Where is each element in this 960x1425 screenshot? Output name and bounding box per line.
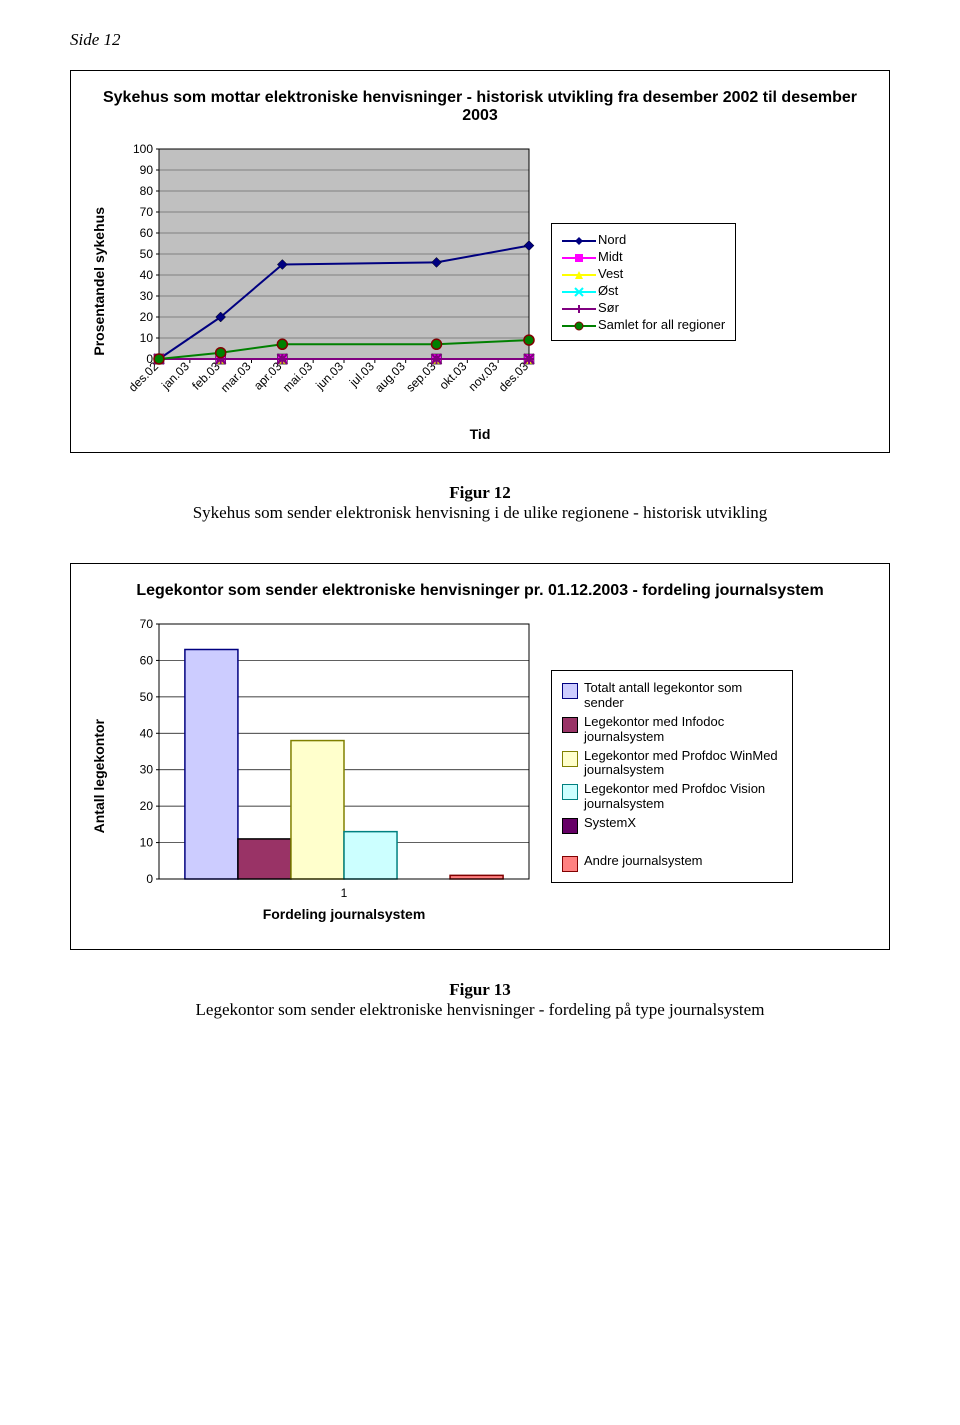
- page: Side 12 Sykehus som mottar elektroniske …: [0, 0, 960, 1100]
- legend-label: Legekontor med Infodoc journalsystem: [584, 715, 782, 745]
- figure-12-label: Figur 12: [449, 483, 511, 502]
- svg-text:1: 1: [341, 886, 348, 900]
- line-chart-xlabel: Tid: [91, 426, 869, 442]
- legend-label: Vest: [598, 266, 623, 281]
- legend-swatch-icon: [562, 751, 578, 767]
- figure-12-text: Sykehus som sender elektronisk henvisnin…: [193, 503, 768, 522]
- svg-text:80: 80: [140, 184, 154, 198]
- figure-13-text: Legekontor som sender elektroniske henvi…: [196, 1000, 765, 1019]
- svg-text:50: 50: [140, 247, 154, 261]
- bar-chart-plot: 0 10 20 30 40 50 60 70 1 Fordeling journalsystem: [119, 614, 539, 939]
- line-chart-legend: Nord Midt Vest Øst Sør Samlet for all regione…: [551, 223, 736, 341]
- svg-text:sep.03: sep.03: [403, 359, 439, 395]
- svg-text:10: 10: [140, 331, 154, 345]
- svg-text:20: 20: [140, 799, 154, 813]
- svg-text:mar.03: mar.03: [218, 359, 254, 395]
- svg-text:nov.03: nov.03: [466, 359, 501, 394]
- svg-text:10: 10: [140, 836, 154, 850]
- legend-item: Samlet for all regioner: [562, 317, 725, 332]
- legend-swatch-icon: [562, 234, 592, 244]
- legend-item: Legekontor med Profdoc WinMed journalsys…: [562, 749, 782, 779]
- legend-swatch-icon: [562, 319, 592, 329]
- legend-label: Totalt antall legekontor som sender: [584, 681, 782, 711]
- legend-swatch-icon: [562, 818, 578, 834]
- legend-swatch-icon: [562, 285, 592, 295]
- line-chart-title: Sykehus som mottar elektroniske henvisni…: [91, 89, 869, 125]
- svg-text:jun.03: jun.03: [312, 359, 346, 393]
- svg-text:70: 70: [140, 617, 154, 631]
- svg-text:Fordeling journalsystem: Fordeling journalsystem: [263, 906, 426, 922]
- svg-text:aug.03: aug.03: [372, 359, 408, 395]
- svg-text:50: 50: [140, 690, 154, 704]
- svg-text:20: 20: [140, 310, 154, 324]
- legend-label: Sør: [598, 300, 619, 315]
- svg-text:mai.03: mai.03: [280, 359, 316, 395]
- legend-item: Andre journalsystem: [562, 854, 782, 872]
- svg-text:des.02: des.02: [126, 359, 162, 395]
- legend-swatch-icon: [562, 268, 592, 278]
- svg-text:30: 30: [140, 763, 154, 777]
- legend-label: Samlet for all regioner: [598, 317, 725, 332]
- legend-swatch-icon: [562, 856, 578, 872]
- line-chart-svg: 0102030405060708090100des.02jan.03feb.03…: [119, 139, 539, 419]
- svg-text:30: 30: [140, 289, 154, 303]
- legend-label: Legekontor med Profdoc Vision journalsys…: [584, 782, 782, 812]
- line-chart-plot: 0102030405060708090100des.02jan.03feb.03…: [119, 139, 539, 424]
- svg-text:60: 60: [140, 653, 154, 667]
- figure-12-caption: Figur 12 Sykehus som sender elektronisk …: [70, 483, 890, 523]
- legend-swatch-icon: [562, 683, 578, 699]
- svg-text:60: 60: [140, 226, 154, 240]
- line-chart-row: Prosentandel sykehus 0102030405060708090…: [91, 139, 869, 424]
- line-chart-ylabel: Prosentandel sykehus: [91, 207, 107, 356]
- legend-swatch-icon: [562, 784, 578, 800]
- figure-13-caption: Figur 13 Legekontor som sender elektroni…: [70, 980, 890, 1020]
- bar-chart-legend: Totalt antall legekontor som sender Legek…: [551, 670, 793, 884]
- legend-item: Sør: [562, 300, 725, 315]
- svg-text:0: 0: [146, 872, 153, 886]
- legend-item: Totalt antall legekontor som sender: [562, 681, 782, 711]
- svg-text:90: 90: [140, 163, 154, 177]
- svg-text:des.03: des.03: [496, 359, 532, 395]
- bar-chart-box: Legekontor som sender elektroniske henvi…: [70, 563, 890, 950]
- bar-chart-title: Legekontor som sender elektroniske henvi…: [91, 582, 869, 600]
- legend-label: Øst: [598, 283, 618, 298]
- legend-item: SystemX: [562, 816, 782, 834]
- legend-item: Legekontor med Profdoc Vision journalsys…: [562, 782, 782, 812]
- legend-swatch-icon: [562, 717, 578, 733]
- svg-text:100: 100: [133, 142, 153, 156]
- legend-item: Legekontor med Infodoc journalsystem: [562, 715, 782, 745]
- legend-item: Vest: [562, 266, 725, 281]
- bar-chart-row: Antall legekontor 0 10 20 30 40 50 60 70 1 Fordel…: [91, 614, 869, 939]
- legend-label: SystemX: [584, 816, 636, 831]
- legend-label: Midt: [598, 249, 623, 264]
- legend-swatch-icon: [562, 251, 592, 261]
- legend-label: Nord: [598, 232, 626, 247]
- legend-item: Midt: [562, 249, 725, 264]
- bar-chart-ylabel: Antall legekontor: [91, 719, 107, 833]
- legend-label: Legekontor med Profdoc WinMed journalsys…: [584, 749, 782, 779]
- legend-swatch-icon: [562, 302, 592, 312]
- bar-chart-svg: 0 10 20 30 40 50 60 70 1 Fordeling journalsystem: [119, 614, 539, 934]
- legend-item: Nord: [562, 232, 725, 247]
- legend-label: Andre journalsystem: [584, 854, 703, 869]
- svg-text:70: 70: [140, 205, 154, 219]
- line-chart-box: Sykehus som mottar elektroniske henvisni…: [70, 70, 890, 453]
- svg-text:40: 40: [140, 726, 154, 740]
- page-number: Side 12: [70, 30, 890, 50]
- svg-text:40: 40: [140, 268, 154, 282]
- legend-item: Øst: [562, 283, 725, 298]
- figure-13-label: Figur 13: [449, 980, 511, 999]
